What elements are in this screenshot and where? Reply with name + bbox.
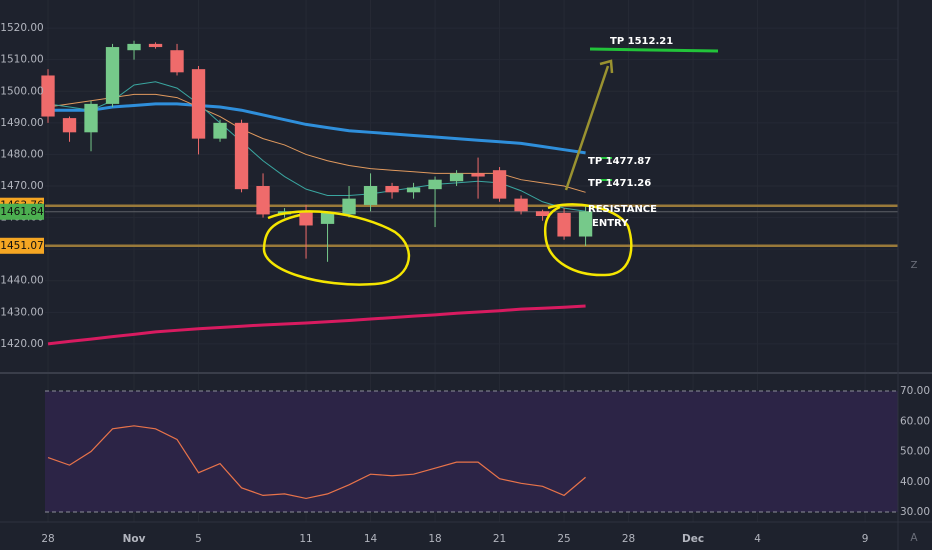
- candle-body: [213, 122, 227, 139]
- y-tick-label: 1510.00: [0, 54, 43, 66]
- moving-average: [48, 102, 586, 155]
- y-tick-label: 1430.00: [0, 306, 43, 318]
- rsi-tick-label: 70.00: [900, 385, 930, 397]
- candle-body: [578, 211, 593, 237]
- y-tick-label: 1440.00: [0, 275, 43, 287]
- x-tick-label: 4: [754, 533, 761, 545]
- candle-body: [148, 43, 163, 48]
- y-tick-label: 1500.00: [0, 85, 43, 97]
- candle-body: [471, 173, 485, 177]
- y-tick-label: 1490.00: [0, 117, 43, 129]
- level-label: 1451.07: [0, 240, 43, 252]
- level-label-bg: [0, 203, 44, 220]
- icon[interactable]: Z: [911, 260, 918, 271]
- tp-line: [589, 47, 719, 53]
- y-tick-label: 1470.00: [0, 180, 43, 192]
- candle-body: [127, 43, 141, 51]
- moving-average: [47, 304, 586, 346]
- x-tick-label: 5: [195, 533, 202, 545]
- candle-body: [41, 75, 55, 117]
- annotation: TP 1471.26: [588, 178, 651, 189]
- annotation: RESISTANCE: [588, 204, 657, 215]
- annotation: TP 1512.21: [610, 36, 673, 47]
- candle-body: [62, 118, 77, 133]
- x-tick-label: 18: [428, 533, 441, 545]
- x-tick-label: Dec: [682, 533, 704, 545]
- candle-body: [320, 212, 335, 224]
- price-pane: [41, 40, 898, 346]
- rsi-tick-label: 60.00: [900, 415, 930, 427]
- rsi-tick-label: 40.00: [900, 476, 930, 488]
- arrow: [564, 65, 610, 191]
- annotation: ENTRY: [592, 218, 629, 229]
- highlight-ellipse: [262, 210, 411, 286]
- candle-body: [428, 179, 442, 190]
- rsi-tick-label: 30.00: [900, 506, 930, 518]
- x-tick-label: Nov: [123, 533, 146, 545]
- candle-body: [385, 186, 399, 193]
- arrow-head: [599, 59, 614, 74]
- drawings: TP 1512.21 TP 1477.87 TP 1471.26 RESISTA…: [262, 36, 719, 286]
- x-tick-label: 21: [493, 533, 506, 545]
- x-tick-label: 28: [622, 533, 635, 545]
- x-tick-label: 11: [299, 533, 312, 545]
- rsi-band: [45, 391, 898, 513]
- annotation: TP 1477.87: [588, 156, 651, 167]
- candle-body: [299, 211, 313, 226]
- x-tick-label: 9: [862, 533, 869, 545]
- y-tick-label: 1420.00: [0, 338, 43, 350]
- candle-body: [342, 198, 356, 215]
- x-tick-label: 28: [41, 533, 54, 545]
- rsi-line: [47, 425, 586, 500]
- x-tick-label: 25: [557, 533, 570, 545]
- candle-body: [234, 122, 249, 190]
- candle-body: [557, 212, 571, 237]
- candle-body: [363, 186, 378, 205]
- y-tick-label: 1520.00: [0, 22, 43, 34]
- candle-body: [105, 47, 120, 104]
- candle-body: [84, 103, 98, 133]
- candle-body: [406, 187, 421, 193]
- candle-body: [170, 50, 184, 73]
- candle-body: [535, 211, 550, 216]
- rsi-pane: [45, 390, 898, 513]
- candle-body: [256, 186, 270, 215]
- candle-body: [191, 69, 206, 139]
- x-tick-label: 14: [364, 533, 378, 545]
- candle-body: [514, 198, 528, 212]
- candle-body: [492, 170, 507, 199]
- candle-body: [449, 173, 464, 182]
- level-label-bg: [0, 237, 44, 254]
- highlight-ellipse: [543, 203, 633, 277]
- level-label: 1461.84: [0, 206, 44, 218]
- scale-button[interactable]: A: [910, 532, 918, 544]
- rsi-tick-label: 50.00: [900, 446, 930, 458]
- y-tick-label: 1480.00: [0, 148, 43, 160]
